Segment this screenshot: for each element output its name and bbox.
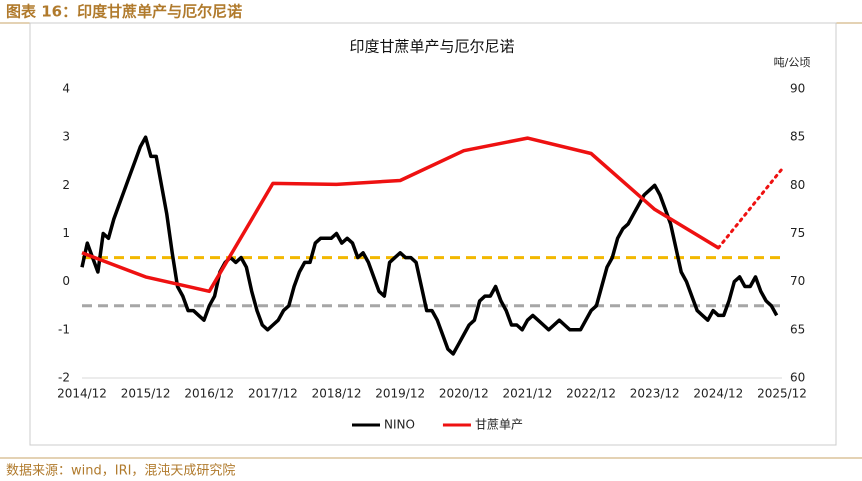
x-tick-label: 2018/12 <box>312 387 362 401</box>
x-tick-label: 2015/12 <box>121 387 171 401</box>
x-tick-label: 2014/12 <box>57 387 107 401</box>
x-tick-label: 2016/12 <box>184 387 234 401</box>
legend-label: 甘蔗单产 <box>475 418 523 432</box>
y2-tick-label: 70 <box>790 274 805 288</box>
y-tick-label: 4 <box>62 82 70 96</box>
series-line <box>81 136 720 294</box>
y-tick-label: 2 <box>62 178 70 192</box>
y-tick-label: 3 <box>62 130 70 144</box>
y-tick-label: 0 <box>62 274 70 288</box>
x-tick-label: 2020/12 <box>439 387 489 401</box>
y2-tick-label: 65 <box>790 322 805 336</box>
series-line <box>716 167 784 250</box>
y2-axis-label: 吨/公顷 <box>774 56 811 69</box>
header-title: 图表 16：印度甘蔗单产与厄尔尼诺 <box>6 3 242 21</box>
y-tick-label: 1 <box>62 226 70 240</box>
x-tick-label: 2019/12 <box>375 387 425 401</box>
y2-tick-label: 60 <box>790 371 805 385</box>
y2-tick-label: 85 <box>790 130 805 144</box>
y2-tick-label: 90 <box>790 82 805 96</box>
source: 数据来源：wind，IRI，混沌天成研究院 <box>6 464 235 479</box>
chart-title: 印度甘蔗单产与厄尔尼诺 <box>349 38 514 56</box>
x-tick-label: 2023/12 <box>630 387 680 401</box>
x-tick-label: 2025/12 <box>757 387 807 401</box>
y2-tick-label: 80 <box>790 178 805 192</box>
series-line <box>80 135 779 356</box>
x-tick-label: 2021/12 <box>503 387 553 401</box>
y2-tick-label: 75 <box>790 226 805 240</box>
x-tick-label: 2017/12 <box>248 387 298 401</box>
chart-border <box>29 22 837 446</box>
legend-label: NINO <box>384 418 415 432</box>
y-tick-label: -2 <box>58 371 70 385</box>
y-tick-label: -1 <box>58 322 70 336</box>
x-tick-label: 2022/12 <box>566 387 616 401</box>
x-tick-label: 2024/12 <box>693 387 743 401</box>
